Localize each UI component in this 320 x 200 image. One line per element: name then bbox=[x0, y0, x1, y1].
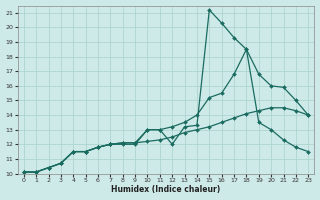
X-axis label: Humidex (Indice chaleur): Humidex (Indice chaleur) bbox=[111, 185, 221, 194]
